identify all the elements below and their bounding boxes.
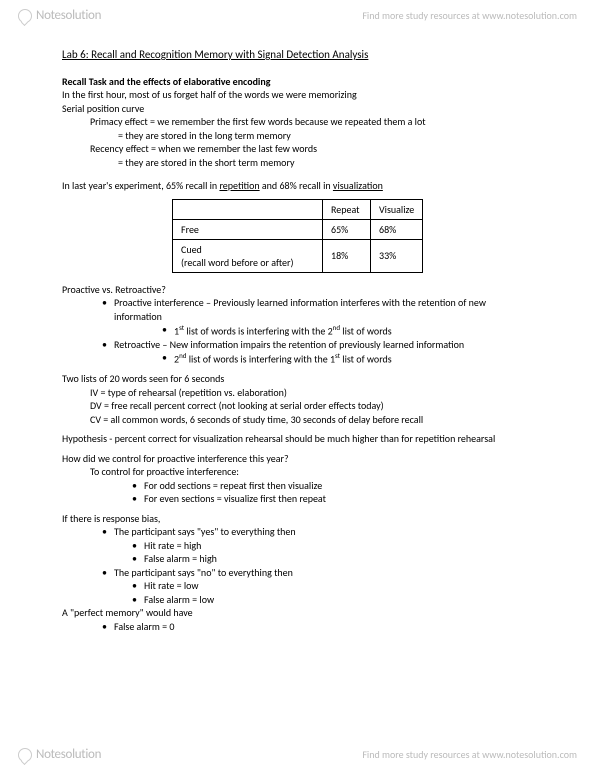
bullet-icon: • [132,479,144,493]
design-dv: DV = free recall percent correct (not lo… [62,399,533,413]
control-heading: To control for proactive interference: [62,465,533,479]
bullet-icon: • [162,351,174,366]
watermark-tagline-bottom: Find more study resources at www.notesol… [362,748,577,761]
bias-yes-hit-bullet: • Hit rate = high [62,539,533,553]
bias-no-fa-bullet: • False alarm = low [62,593,533,607]
design-cv: CV = all common words, 6 seconds of stud… [62,413,533,427]
bullet-icon: • [132,579,144,593]
proactive-sub-bullet: • 1st list of words is interfering with … [62,323,533,338]
bias-yes-fa-text: False alarm = high [144,552,217,566]
bias-yes-text: The participant says "yes" to everything… [114,525,296,539]
bias-yes-fa-bullet: • False alarm = high [62,552,533,566]
bullet-icon: • [132,552,144,566]
bullet-icon: • [102,525,114,539]
control-even-bullet: • For even sections = visualize first th… [62,492,533,506]
retroactive-sub-bullet: • 2nd list of words is interfering with … [62,351,533,366]
recall-heading: Recall Task and the effects of elaborati… [62,75,533,88]
hypothesis: Hypothesis - percent correct for visuali… [62,432,533,446]
t: list of words [340,324,392,337]
recall-line-1: In the first hour, most of us forget hal… [62,88,533,102]
experiment-line: In last year's experiment, 65% recall in… [62,179,533,193]
table-free-visualize: 68% [371,219,423,239]
bias-no-hit-bullet: • Hit rate = low [62,579,533,593]
table-col-visualize: Visualize [371,199,423,219]
bullet-icon: • [132,492,144,506]
document-title: Lab 6: Recall and Recognition Memory wit… [62,48,533,61]
document-page: Lab 6: Recall and Recognition Memory wit… [0,0,595,673]
bullet-icon: • [162,323,174,338]
proactive-sub-text: 1st list of words is interfering with th… [174,323,392,338]
table-cued-visualize: 33% [371,239,423,272]
bias-heading: If there is response bias, [62,512,533,526]
bullet-icon: • [102,338,114,352]
control-even-text: For even sections = visualize first then… [144,492,326,506]
perfect-fa-text: False alarm = 0 [114,620,174,634]
exp-underline-1: repetition [219,179,259,192]
watermark-top: Notesolution Find more study resources a… [0,4,595,27]
watermark-logo-bottom: Notesolution [18,747,101,762]
table-col-repeat: Repeat [323,199,371,219]
retroactive-text: Retroactive – New information impairs th… [114,338,464,352]
table-row-free-label: Free [173,219,323,239]
recall-table: Repeat Visualize Free 65% 68% Cued (reca… [172,199,423,273]
exp-mid: and 68% recall in [260,179,333,192]
control-odd-text: For odd sections = repeat first then vis… [144,479,322,493]
control-question: How did we control for proactive interfe… [62,452,533,466]
perfect-fa-bullet: • False alarm = 0 [62,620,533,634]
t: list of words is interfering with the 1 [186,353,335,366]
design-heading: Two lists of 20 words seen for 6 seconds [62,372,533,386]
bullet-icon: • [102,566,114,580]
watermark-name-bottom: Notesolution [36,747,101,762]
bias-no-bullet: • The participant says "no" to everythin… [62,566,533,580]
bias-yes-hit-text: Hit rate = high [144,539,201,553]
bullet-icon: • [102,296,114,323]
retroactive-sub-text: 2nd list of words is interfering with th… [174,351,392,366]
watermark-bottom: Notesolution Find more study resources a… [0,743,595,766]
t: list of words is interfering with the 2 [184,324,333,337]
design-iv: IV = type of rehearsal (repetition vs. e… [62,386,533,400]
primacy-line-1: Primacy effect = we remember the first f… [62,115,533,129]
exp-pre: In last year's experiment, 65% recall in [62,179,219,192]
proactive-heading: Proactive vs. Retroactive? [62,283,533,297]
control-odd-bullet: • For odd sections = repeat first then v… [62,479,533,493]
t: nd [333,323,340,332]
watermark-tagline: Find more study resources at www.notesol… [362,9,577,22]
logo-bubble-icon [18,9,32,23]
recall-line-2: Serial position curve [62,102,533,116]
exp-underline-2: visualization [333,179,383,192]
recency-line-1: Recency effect = when we remember the la… [62,142,533,156]
bias-yes-bullet: • The participant says "yes" to everythi… [62,525,533,539]
bullet-icon: • [132,593,144,607]
cued-l2: (recall word before or after) [181,256,294,269]
table-row-cued-label: Cued (recall word before or after) [173,239,323,272]
table-row-cued: Cued (recall word before or after) 18% 3… [173,239,423,272]
watermark-name: Notesolution [36,8,101,23]
t: list of words [340,353,392,366]
proactive-text: Proactive interference – Previously lear… [114,296,533,323]
cued-l1: Cued [181,243,202,256]
watermark-logo: Notesolution [18,8,101,23]
bias-no-hit-text: Hit rate = low [144,579,199,593]
proactive-bullet: • Proactive interference – Previously le… [62,296,533,323]
table-free-repeat: 65% [323,219,371,239]
primacy-line-2: = they are stored in the long term memor… [62,129,533,143]
bullet-icon: • [102,620,114,634]
logo-bubble-icon [18,748,32,762]
bias-no-fa-text: False alarm = low [144,593,214,607]
recency-line-2: = they are stored in the short term memo… [62,156,533,170]
table-cued-repeat: 18% [323,239,371,272]
table-row-free: Free 65% 68% [173,219,423,239]
bias-no-text: The participant says "no" to everything … [114,566,293,580]
retroactive-bullet: • Retroactive – New information impairs … [62,338,533,352]
table-header-row: Repeat Visualize [173,199,423,219]
perfect-heading: A "perfect memory" would have [62,606,533,620]
bullet-icon: • [132,539,144,553]
table-empty-cell [173,199,323,219]
